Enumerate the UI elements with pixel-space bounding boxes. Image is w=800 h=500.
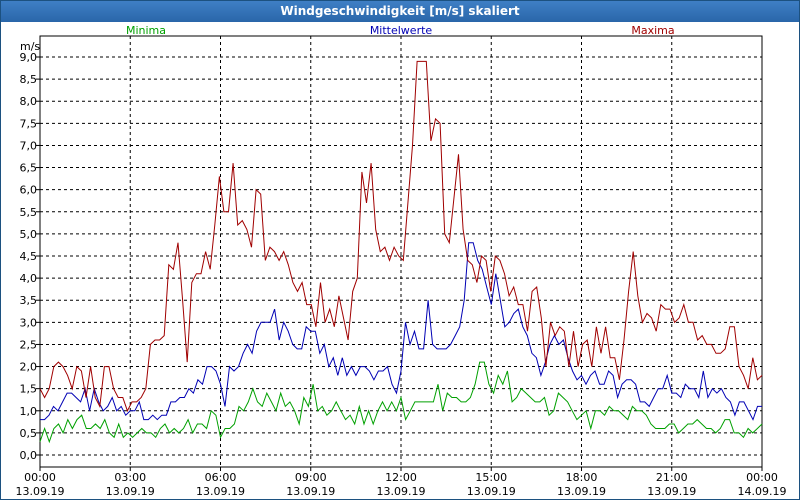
x-tick-date: 13.09.19 — [106, 485, 155, 498]
y-tick-label: 4,0 — [20, 272, 38, 285]
series-line-mean — [40, 242, 762, 421]
y-tick-label: 5,5 — [20, 206, 38, 219]
y-tick-label: 7,5 — [20, 117, 38, 130]
y-tick-label: 3,0 — [20, 316, 38, 329]
x-tick-label: 21:00 — [656, 471, 688, 484]
series-line-max — [39, 60, 763, 413]
y-tick-label: 0,5 — [20, 427, 38, 440]
x-tick-label: 00:00 — [746, 471, 778, 484]
y-tick-label: 8,0 — [20, 95, 38, 108]
y-tick-label: 4,5 — [20, 250, 38, 263]
legend-mean: Mittelwerte — [370, 24, 433, 37]
y-tick-label: 5,0 — [20, 228, 38, 241]
y-tick-label: 3,5 — [20, 294, 38, 307]
x-tick-label: 12:00 — [385, 471, 417, 484]
series-line-min — [39, 361, 763, 444]
window-title: Windgeschwindigkeit [m/s] skaliert — [1, 1, 799, 22]
x-tick-date: 13.09.19 — [557, 485, 606, 498]
x-tick-label: 06:00 — [205, 471, 237, 484]
y-tick-label: 0,0 — [20, 449, 38, 462]
x-tick-label: 15:00 — [475, 471, 507, 484]
legend-min: Minima — [126, 24, 166, 37]
y-tick-label: 8,5 — [20, 73, 38, 86]
y-axis-label: m/s — [20, 40, 40, 53]
y-tick-label: 1,0 — [20, 405, 38, 418]
y-tick-label: 2,0 — [20, 361, 38, 374]
x-tick-date: 13.09.19 — [196, 485, 245, 498]
x-tick-date: 13.09.19 — [16, 485, 65, 498]
x-tick-date: 13.09.19 — [286, 485, 335, 498]
x-tick-label: 03:00 — [114, 471, 146, 484]
plot-frame — [39, 35, 763, 468]
x-tick-date: 13.09.19 — [647, 485, 696, 498]
x-tick-label: 18:00 — [566, 471, 598, 484]
x-tick-date: 13.09.19 — [377, 485, 426, 498]
y-tick-label: 6,0 — [20, 184, 38, 197]
x-tick-label: 00:00 — [24, 471, 56, 484]
x-tick-label: 09:00 — [295, 471, 327, 484]
x-tick-date: 13.09.19 — [467, 485, 516, 498]
y-tick-label: 1,5 — [20, 383, 38, 396]
legend-max: Maxima — [631, 24, 674, 37]
y-tick-label: 6,5 — [20, 162, 38, 175]
x-tick-date: 14.09.19 — [738, 485, 787, 498]
y-tick-label: 2,5 — [20, 338, 38, 351]
y-tick-label: 9,0 — [20, 51, 38, 64]
y-tick-label: 7,0 — [20, 139, 38, 152]
